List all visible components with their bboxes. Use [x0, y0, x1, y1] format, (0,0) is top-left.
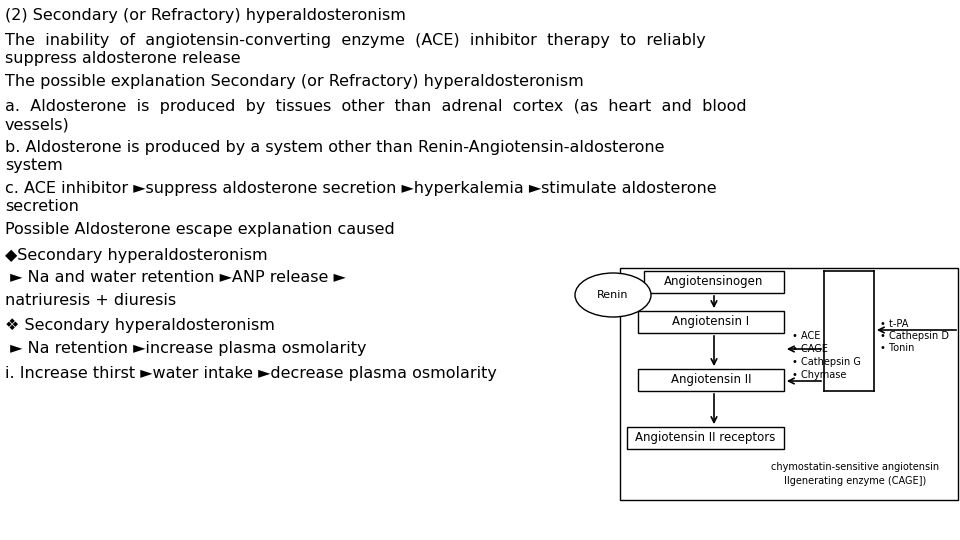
Text: Angiotensin II: Angiotensin II — [671, 374, 752, 387]
Text: • CAGE: • CAGE — [792, 344, 828, 354]
Text: ► Na retention ►increase plasma osmolarity: ► Na retention ►increase plasma osmolari… — [5, 341, 367, 356]
Text: natriuresis + diuresis: natriuresis + diuresis — [5, 293, 176, 308]
Text: Renin: Renin — [597, 290, 629, 300]
Text: b. Aldosterone is produced by a system other than Renin-Angiotensin-aldosterone: b. Aldosterone is produced by a system o… — [5, 140, 664, 155]
Text: The possible explanation Secondary (or Refractory) hyperaldosteronism: The possible explanation Secondary (or R… — [5, 74, 584, 89]
Text: Angiotensin I: Angiotensin I — [672, 315, 750, 328]
Text: ◆Secondary hyperaldosteronism: ◆Secondary hyperaldosteronism — [5, 248, 268, 263]
Text: Possible Aldosterone escape explanation caused: Possible Aldosterone escape explanation … — [5, 222, 395, 237]
Text: secretion: secretion — [5, 199, 79, 214]
Bar — [638, 311, 784, 333]
Bar — [644, 271, 784, 293]
Text: a.  Aldosterone  is  produced  by  tissues  other  than  adrenal  cortex  (as  h: a. Aldosterone is produced by tissues ot… — [5, 99, 747, 114]
Text: • t-PA: • t-PA — [880, 319, 908, 329]
Text: suppress aldosterone release: suppress aldosterone release — [5, 51, 241, 66]
Text: The  inability  of  angiotensin-converting  enzyme  (ACE)  inhibitor  therapy  t: The inability of angiotensin-converting … — [5, 33, 706, 48]
Text: • Cathepsin D: • Cathepsin D — [880, 331, 949, 341]
Bar — [627, 427, 784, 449]
Text: system: system — [5, 158, 62, 173]
Text: • Cathepsin G: • Cathepsin G — [792, 357, 861, 367]
Text: • Chymase: • Chymase — [792, 370, 847, 380]
Text: Angiotensin II receptors: Angiotensin II receptors — [636, 431, 776, 444]
Text: i. Increase thirst ►water intake ►decrease plasma osmolarity: i. Increase thirst ►water intake ►decrea… — [5, 366, 497, 381]
Text: ❖ Secondary hyperaldosteronism: ❖ Secondary hyperaldosteronism — [5, 318, 275, 333]
Text: ► Na and water retention ►ANP release ►: ► Na and water retention ►ANP release ► — [5, 270, 346, 285]
Text: chymostatin-sensitive angiotensin: chymostatin-sensitive angiotensin — [771, 462, 939, 472]
Bar — [620, 268, 958, 500]
Text: Angiotensinogen: Angiotensinogen — [664, 275, 764, 288]
Ellipse shape — [575, 273, 651, 317]
Text: • ACE: • ACE — [792, 331, 821, 341]
Text: c. ACE inhibitor ►suppress aldosterone secretion ►hyperkalemia ►stimulate aldost: c. ACE inhibitor ►suppress aldosterone s… — [5, 181, 716, 196]
Text: vessels): vessels) — [5, 117, 70, 132]
Bar — [638, 369, 784, 391]
Text: IIgenerating enzyme (CAGE]): IIgenerating enzyme (CAGE]) — [784, 476, 926, 486]
Text: • Tonin: • Tonin — [880, 343, 914, 353]
Text: (2) Secondary (or Refractory) hyperaldosteronism: (2) Secondary (or Refractory) hyperaldos… — [5, 8, 406, 23]
